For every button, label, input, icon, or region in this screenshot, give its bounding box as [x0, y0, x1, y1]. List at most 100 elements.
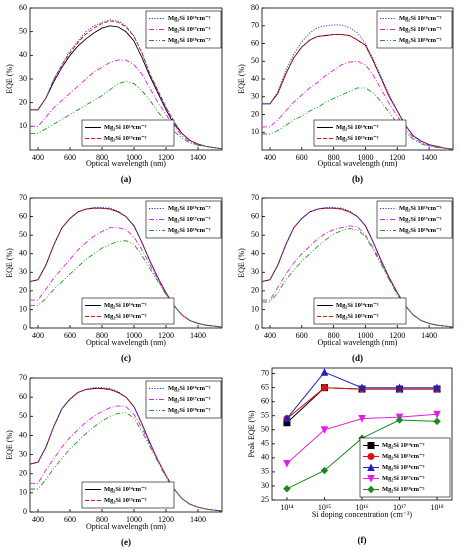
legend-label: Mg₂Si 10¹⁸cm⁻³ — [168, 407, 211, 414]
y-tick-label: 50 — [261, 425, 269, 434]
legend-label: Mg₂Si 10¹⁶cm⁻³ — [168, 385, 211, 392]
y-tick-label: 40 — [261, 453, 269, 462]
marker — [358, 415, 366, 423]
y-tick-label: 50 — [19, 26, 27, 35]
caption: (b) — [352, 174, 363, 184]
y-tick-label: 80 — [251, 3, 259, 12]
marker — [433, 383, 441, 392]
x-tick-label: 800 — [328, 153, 340, 162]
y-tick-label: 50 — [251, 230, 259, 239]
x-tick-label: 1000 — [126, 331, 142, 340]
legend-box — [313, 119, 407, 147]
caption: (f) — [358, 535, 367, 545]
y-tick-label: 60 — [19, 211, 27, 220]
legend-label: Mg₂Si 10¹⁷cm⁻³ — [399, 216, 442, 223]
marker — [367, 485, 375, 494]
y-tick-label: 0 — [23, 507, 27, 516]
legend-label: Mg₂Si 10¹⁴cm⁻³ — [104, 124, 147, 131]
x-tick-label: 800 — [328, 331, 340, 340]
series-line — [30, 25, 223, 150]
legend-box — [81, 481, 175, 509]
legend-label: Mg₂Si 10¹⁷cm⁻³ — [399, 26, 442, 33]
y-tick-label: 40 — [251, 74, 259, 83]
y-tick-label: 40 — [19, 50, 27, 59]
series-line — [29, 207, 223, 328]
x-tick-label: 400 — [264, 153, 276, 162]
caption: (d) — [352, 353, 363, 363]
legend-label: Mg₂Si 10¹⁷cm⁻³ — [382, 475, 425, 482]
y-tick-label: 50 — [19, 411, 27, 420]
legend-label: Mg₂Si 10¹⁵cm⁻³ — [104, 313, 147, 320]
y-tick-label: 20 — [251, 286, 259, 295]
series-line — [262, 87, 454, 150]
marker — [320, 426, 329, 434]
marker — [283, 414, 291, 423]
series-line — [262, 24, 454, 150]
legend-label: Mg₂Si 10¹⁷cm⁻³ — [168, 396, 211, 403]
x-tick-label: 600 — [64, 331, 76, 340]
x-tick-label: 1400 — [190, 515, 206, 524]
x-axis-label: Optical wavelength (nm) — [86, 338, 166, 347]
y-tick-label: 40 — [19, 249, 27, 258]
y-tick-label: 10 — [251, 304, 259, 313]
marker — [367, 463, 375, 471]
legend-label: Mg₂Si 10¹⁷cm⁻³ — [168, 26, 211, 33]
y-tick-label: 70 — [251, 193, 259, 202]
series-line — [286, 371, 438, 419]
legend-label: Mg₂Si 10¹⁸cm⁻³ — [168, 227, 211, 234]
x-tick-label: 800 — [96, 515, 108, 524]
y-tick-label: 60 — [19, 392, 27, 401]
legend-label: Mg₂Si 10¹⁴cm⁻³ — [104, 302, 147, 309]
plot-frame — [261, 197, 454, 329]
series-line — [30, 59, 223, 150]
marker — [283, 459, 291, 468]
y-tick-label: 45 — [261, 439, 269, 448]
x-tick-label: 1400 — [421, 331, 437, 340]
y-axis-label: EQE (%) — [237, 248, 246, 278]
y-tick-label: 20 — [251, 109, 259, 118]
y-tick-label: 60 — [251, 211, 259, 220]
x-tick-label: 1200 — [158, 515, 174, 524]
legend-label: Mg₂Si 10¹⁸cm⁻³ — [382, 486, 425, 493]
y-tick-label: 60 — [251, 38, 259, 47]
y-axis-label: EQE (%) — [5, 430, 14, 460]
x-axis-label: Optical wavelength (nm) — [318, 338, 398, 347]
x-tick-label: 1000 — [357, 331, 373, 340]
y-tick-label: 30 — [251, 92, 259, 101]
y-tick-label: 10 — [19, 121, 27, 130]
legend-label: Mg₂Si 10¹⁷cm⁻³ — [168, 216, 211, 223]
y-tick-label: 60 — [19, 3, 27, 12]
x-tick-label: 1200 — [158, 153, 174, 162]
x-axis-label: Optical wavelength (nm) — [86, 522, 166, 531]
marker — [283, 485, 291, 493]
y-tick-label: 20 — [19, 469, 27, 478]
x-tick-label: 1200 — [389, 331, 405, 340]
legend-label: Mg₂Si 10¹⁶cm⁻³ — [399, 205, 442, 212]
x-tick-label: 400 — [32, 153, 44, 162]
x-axis-label: Optical wavelength (nm) — [318, 159, 398, 168]
legend-label: Mg₂Si 10¹⁶cm⁻³ — [399, 15, 442, 22]
x-tick-label: 600 — [64, 153, 76, 162]
y-tick-label: 30 — [19, 267, 27, 276]
legend-label: Mg₂Si 10¹⁴cm⁻³ — [104, 486, 147, 493]
x-axis-label: Si doping concentration (cm⁻³) — [312, 510, 412, 519]
x-tick-label: 10¹⁵ — [318, 503, 331, 512]
y-tick-label: 0 — [23, 323, 27, 332]
x-tick-label: 1200 — [389, 153, 405, 162]
series-line — [262, 60, 454, 150]
legend-label: Mg₂Si 10¹⁴cm⁻³ — [336, 124, 379, 131]
y-tick-label: 40 — [19, 430, 27, 439]
y-tick-label: 10 — [251, 127, 259, 136]
y-tick-label: 50 — [251, 56, 259, 65]
y-axis-label: EQE (%) — [5, 248, 14, 278]
legend-label: Mg₂Si 10¹⁵cm⁻³ — [336, 313, 379, 320]
marker — [433, 417, 441, 426]
caption: (e) — [121, 537, 131, 547]
x-tick-label: 1000 — [357, 153, 373, 162]
x-tick-label: 1200 — [158, 331, 174, 340]
y-tick-label: 70 — [19, 193, 27, 202]
y-tick-label: 70 — [251, 21, 259, 30]
legend-box — [313, 297, 407, 325]
